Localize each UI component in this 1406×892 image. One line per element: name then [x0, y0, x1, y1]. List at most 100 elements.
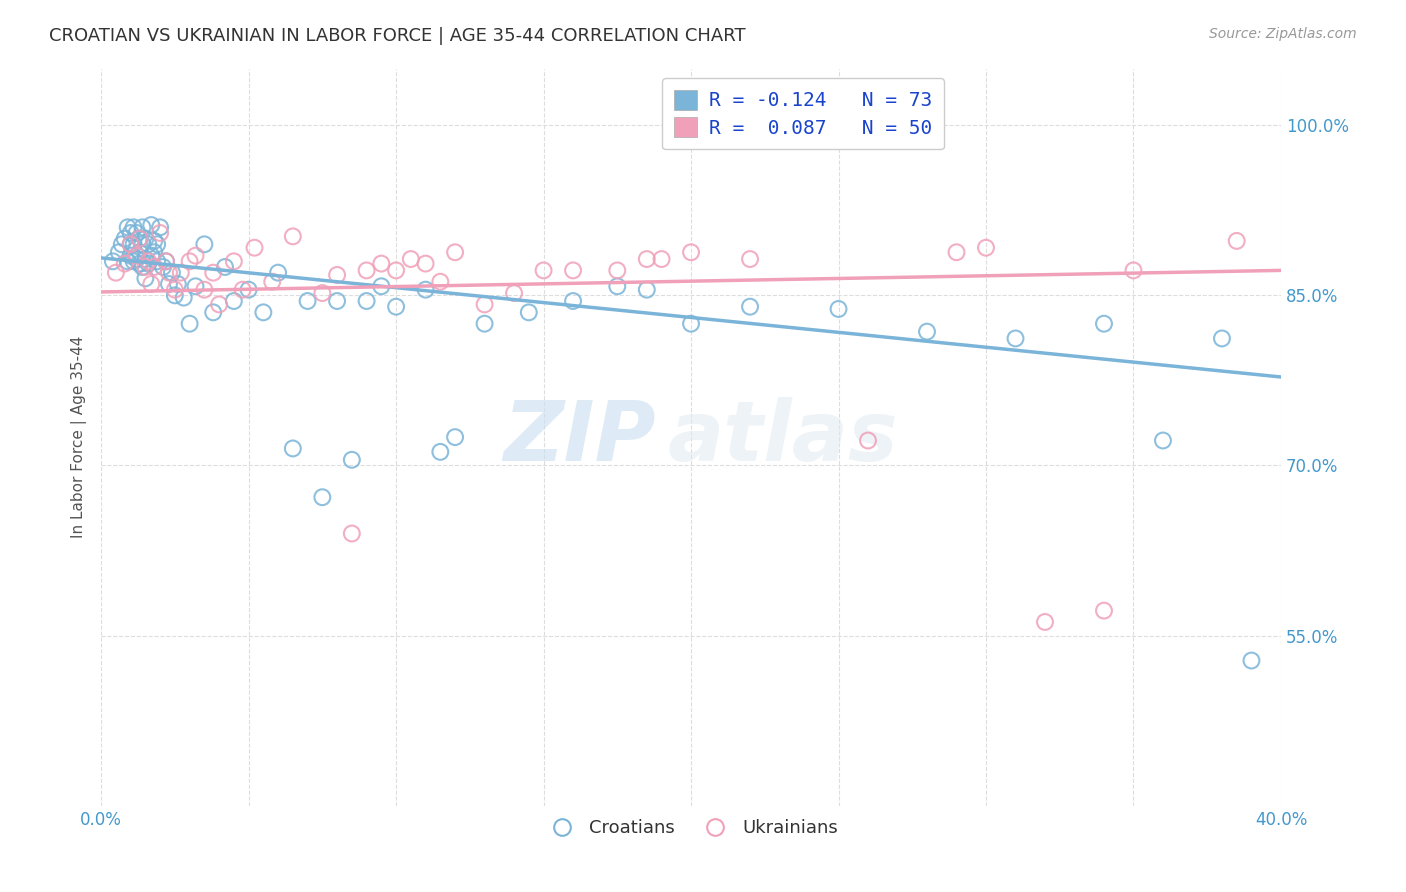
- Point: [149, 220, 172, 235]
- Point: [562, 263, 585, 277]
- Text: CROATIAN VS UKRAINIAN IN LABOR FORCE | AGE 35-44 CORRELATION CHART: CROATIAN VS UKRAINIAN IN LABOR FORCE | A…: [49, 27, 745, 45]
- Point: [193, 237, 215, 252]
- Point: [945, 245, 967, 260]
- Point: [385, 300, 408, 314]
- Point: [356, 263, 378, 277]
- Point: [136, 254, 159, 268]
- Point: [340, 452, 363, 467]
- Point: [134, 271, 156, 285]
- Point: [146, 237, 169, 252]
- Point: [503, 286, 526, 301]
- Point: [208, 297, 231, 311]
- Point: [281, 229, 304, 244]
- Point: [222, 293, 245, 308]
- Point: [104, 266, 127, 280]
- Point: [193, 283, 215, 297]
- Point: [152, 260, 174, 274]
- Point: [173, 291, 195, 305]
- Point: [141, 218, 163, 232]
- Point: [114, 257, 136, 271]
- Point: [679, 245, 702, 260]
- Point: [143, 234, 166, 248]
- Point: [163, 288, 186, 302]
- Point: [134, 252, 156, 266]
- Point: [128, 245, 150, 260]
- Point: [856, 434, 879, 448]
- Point: [170, 266, 193, 280]
- Point: [385, 263, 408, 277]
- Point: [157, 277, 180, 291]
- Point: [131, 260, 153, 274]
- Point: [474, 297, 496, 311]
- Point: [370, 279, 392, 293]
- Point: [297, 293, 319, 308]
- Point: [636, 252, 658, 266]
- Point: [128, 257, 150, 271]
- Point: [125, 249, 148, 263]
- Point: [1092, 604, 1115, 618]
- Point: [134, 232, 156, 246]
- Point: [101, 254, 124, 268]
- Point: [163, 283, 186, 297]
- Point: [131, 237, 153, 252]
- Point: [214, 260, 236, 274]
- Point: [128, 232, 150, 246]
- Point: [474, 317, 496, 331]
- Point: [141, 277, 163, 291]
- Point: [136, 257, 159, 271]
- Point: [202, 266, 225, 280]
- Point: [415, 257, 437, 271]
- Point: [356, 293, 378, 308]
- Point: [166, 277, 188, 291]
- Point: [125, 226, 148, 240]
- Point: [1004, 331, 1026, 345]
- Point: [160, 266, 183, 280]
- Point: [679, 317, 702, 331]
- Point: [1152, 434, 1174, 448]
- Point: [128, 232, 150, 246]
- Point: [562, 293, 585, 308]
- Point: [267, 266, 290, 280]
- Point: [827, 301, 849, 316]
- Point: [184, 279, 207, 293]
- Point: [117, 254, 139, 268]
- Text: atlas: atlas: [668, 397, 898, 477]
- Point: [111, 237, 134, 252]
- Point: [1122, 263, 1144, 277]
- Point: [120, 226, 142, 240]
- Point: [1033, 615, 1056, 629]
- Point: [146, 254, 169, 268]
- Point: [915, 325, 938, 339]
- Point: [120, 249, 142, 263]
- Point: [1211, 331, 1233, 345]
- Point: [429, 445, 451, 459]
- Point: [143, 245, 166, 260]
- Point: [370, 257, 392, 271]
- Point: [636, 283, 658, 297]
- Point: [232, 283, 254, 297]
- Point: [340, 526, 363, 541]
- Point: [1092, 317, 1115, 331]
- Point: [155, 254, 177, 268]
- Point: [243, 241, 266, 255]
- Point: [326, 293, 349, 308]
- Point: [143, 260, 166, 274]
- Point: [122, 254, 145, 268]
- Point: [141, 249, 163, 263]
- Point: [125, 252, 148, 266]
- Point: [120, 237, 142, 252]
- Point: [974, 241, 997, 255]
- Point: [108, 245, 131, 260]
- Point: [136, 237, 159, 252]
- Point: [179, 317, 201, 331]
- Point: [606, 263, 628, 277]
- Point: [1226, 234, 1249, 248]
- Y-axis label: In Labor Force | Age 35-44: In Labor Force | Age 35-44: [72, 336, 87, 538]
- Point: [311, 490, 333, 504]
- Point: [517, 305, 540, 319]
- Point: [252, 305, 274, 319]
- Point: [149, 226, 172, 240]
- Point: [262, 275, 284, 289]
- Point: [606, 279, 628, 293]
- Point: [311, 286, 333, 301]
